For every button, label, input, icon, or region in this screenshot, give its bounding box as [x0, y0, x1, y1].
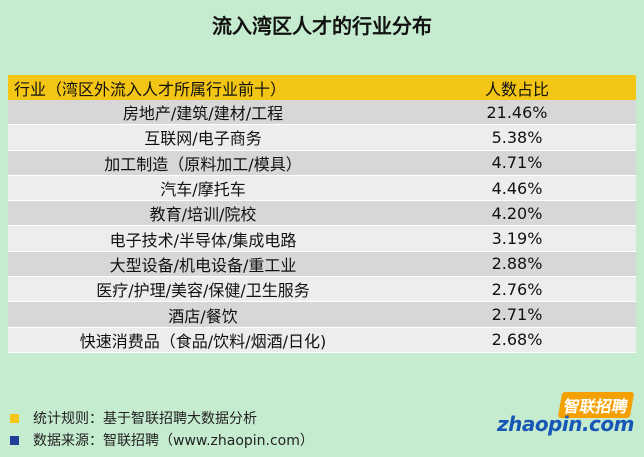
table-row: 汽车/摩托车 4.46%: [8, 175, 636, 202]
zhaopin-logo: 智联招聘 zhaopin.com: [497, 392, 635, 444]
yellow-bullet-icon: [10, 413, 19, 423]
industry-cell: 电子技术/半导体/集成电路: [8, 225, 398, 252]
table-row: 加工制造（原料加工/模具） 4.71%: [8, 150, 636, 176]
share-cell: 2.88%: [398, 251, 636, 278]
table-row: 大型设备/机电设备/重工业 2.88%: [8, 251, 636, 278]
share-cell: 5.38%: [398, 124, 636, 151]
share-cell: 4.46%: [398, 175, 636, 202]
table-row: 房地产/建筑/建材/工程 21.46%: [8, 100, 636, 126]
table-row: 互联网/电子商务 5.38%: [8, 124, 636, 151]
page-title: 流入湾区人才的行业分布: [212, 14, 432, 38]
logo-en: zhaopin.com: [496, 412, 635, 436]
share-cell: 3.19%: [398, 225, 636, 252]
share-cell: 4.20%: [398, 200, 636, 227]
share-cell: 21.46%: [398, 100, 636, 126]
share-cell: 4.71%: [398, 150, 636, 176]
industry-cell: 医疗/护理/美容/保健/卫生服务: [8, 276, 398, 303]
share-cell: 2.76%: [398, 276, 636, 303]
industry-cell: 酒店/餐饮: [8, 301, 398, 328]
table-row: 快速消费品（食品/饮料/烟酒/日化) 2.68%: [8, 327, 636, 353]
share-cell: 2.71%: [398, 301, 636, 328]
industry-table: 行业（湾区外流入人才所属行业前十） 人数占比 房地产/建筑/建材/工程 21.4…: [8, 75, 636, 353]
industry-cell: 房地产/建筑/建材/工程: [8, 100, 398, 126]
industry-cell: 加工制造（原料加工/模具）: [8, 150, 398, 176]
footer-source: 数据来源：智联招聘（www.zhaopin.com）: [10, 430, 314, 450]
blue-bullet-icon: [10, 435, 19, 445]
footer-rule: 统计规则：基于智联招聘大数据分析: [10, 408, 257, 428]
industry-cell: 快速消费品（食品/饮料/烟酒/日化): [8, 327, 398, 353]
table-row: 电子技术/半导体/集成电路 3.19%: [8, 225, 636, 252]
industry-cell: 互联网/电子商务: [8, 124, 398, 151]
industry-cell: 教育/培训/院校: [8, 200, 398, 227]
share-cell: 2.68%: [398, 327, 636, 353]
table-row: 酒店/餐饮 2.71%: [8, 301, 636, 328]
rule-text: 统计规则：基于智联招聘大数据分析: [33, 411, 257, 427]
source-text: 数据来源：智联招聘（www.zhaopin.com）: [33, 433, 314, 449]
table-row: 教育/培训/院校 4.20%: [8, 200, 636, 227]
header-share: 人数占比: [398, 75, 636, 100]
table-header-row: 行业（湾区外流入人才所属行业前十） 人数占比: [8, 75, 636, 100]
table-row: 医疗/护理/美容/保健/卫生服务 2.76%: [8, 276, 636, 303]
industry-cell: 汽车/摩托车: [8, 175, 398, 202]
header-industry: 行业（湾区外流入人才所属行业前十）: [8, 75, 398, 100]
industry-cell: 大型设备/机电设备/重工业: [8, 251, 398, 278]
